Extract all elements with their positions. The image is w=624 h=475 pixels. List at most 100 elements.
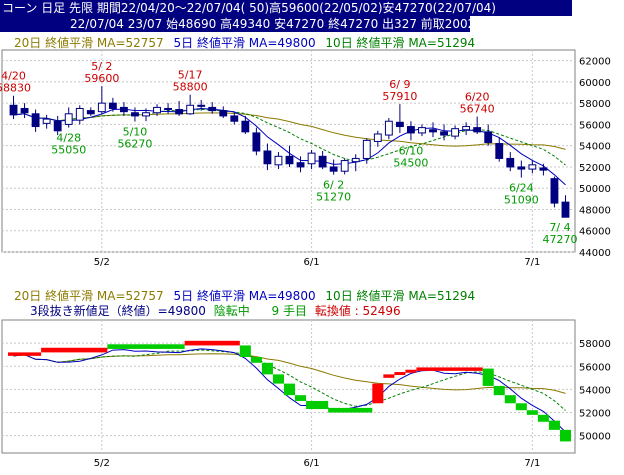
annotation-value: 58800	[173, 81, 208, 94]
renko-title: 3段抜き新値足（終値）=49800	[30, 304, 206, 318]
candle-body	[263, 150, 272, 165]
ma-legend-top: 20日 終値平滑 MA=52757 5日 終値平滑 MA=49800 10日 終…	[14, 36, 481, 50]
y-tick-label: 50000	[579, 432, 611, 443]
candle-body	[506, 157, 515, 168]
candle-body	[517, 166, 526, 170]
renko-block	[184, 340, 240, 346]
candle-body	[164, 107, 172, 111]
renko-block	[295, 395, 307, 401]
legend-ma10: 10日 終値平滑 MA=51294	[325, 289, 476, 303]
annotation-date: 4/20	[1, 70, 26, 83]
renko-block	[306, 400, 329, 410]
candle-body	[373, 133, 382, 142]
renko-count: 9 手目	[271, 304, 307, 318]
annotation-value: 47270	[543, 233, 578, 246]
candle-body	[329, 166, 338, 172]
candle-body	[451, 128, 460, 137]
renko-block	[493, 385, 505, 396]
annotation-date: 5/10	[123, 126, 148, 139]
renko-block	[107, 344, 185, 349]
renko-block	[239, 345, 251, 358]
candle-body	[230, 115, 239, 122]
y-tick-label: 58000	[579, 339, 611, 350]
annotation-value: 51090	[504, 194, 539, 207]
candle-body	[418, 127, 426, 134]
candle-body	[31, 113, 40, 128]
annotation-date: 7/ 4	[549, 221, 570, 234]
candle-body	[108, 102, 117, 109]
candle-body	[64, 113, 73, 125]
y-tick-label: 62000	[579, 57, 611, 68]
candle-body	[208, 106, 217, 112]
candle-body	[307, 152, 316, 165]
x-tick-label: 7/1	[524, 458, 540, 469]
y-tick-label: 44000	[579, 248, 611, 259]
candle-body	[9, 104, 18, 116]
candle-body	[131, 112, 139, 117]
candle-body	[528, 164, 537, 170]
legend-ma20: 20日 終値平滑 MA=52757	[14, 289, 164, 303]
chart-header-ohlc: 22/07/04 23/07 始48690 高49340 安47270 終472…	[0, 16, 475, 32]
renko-block	[537, 414, 549, 422]
annotation-date: 5/ 2	[91, 60, 112, 73]
candlestick-panel: 44000 46000 48000 50000 52000 54000 56000 58000…	[0, 49, 611, 268]
annotation-value: 54500	[393, 156, 428, 169]
candle-body	[86, 110, 95, 115]
annotation-value: 59600	[84, 72, 119, 85]
y-tick-label: 54000	[579, 142, 611, 153]
candle-body	[285, 155, 294, 165]
candle-body	[142, 112, 150, 117]
renko-block	[559, 429, 571, 442]
legend-ma5: 5日 終値平滑 MA=49800	[173, 289, 316, 303]
renko-block	[372, 383, 384, 404]
annotation-date: 6/24	[509, 182, 534, 195]
annotation-date: 6/ 9	[389, 78, 410, 91]
legend-ma5: 5日 終値平滑 MA=49800	[173, 36, 316, 50]
renko-block	[515, 403, 527, 411]
y-tick-label: 58000	[579, 99, 611, 110]
candle-body	[241, 120, 250, 133]
plot-frame	[1, 49, 576, 253]
renko-block	[328, 407, 373, 413]
candle-body	[153, 106, 161, 114]
renko-info: 3段抜き新値足（終値）=49800 陰転中 9 手目 転換値 : 52496	[30, 304, 401, 318]
y-tick-label: 52000	[579, 409, 611, 420]
series-ma20	[13, 112, 566, 150]
y-tick-label: 60000	[579, 78, 611, 89]
annotation-value: 56740	[460, 103, 495, 116]
ma-legend-bottom: 20日 終値平滑 MA=52757 5日 終値平滑 MA=49800 10日 終…	[14, 289, 481, 303]
renko-block	[250, 357, 262, 363]
y-tick-label: 52000	[579, 163, 611, 174]
renko-block	[405, 369, 417, 373]
x-tick-label: 5/2	[94, 257, 110, 268]
candle-body	[539, 167, 548, 171]
series-ma20	[13, 353, 566, 394]
candle-body	[550, 178, 559, 204]
renko-block	[482, 368, 494, 386]
candle-body	[119, 106, 128, 113]
renko-block	[504, 395, 516, 404]
legend-ma20: 20日 終値平滑 MA=52757	[14, 36, 164, 50]
chart-header-title: コーン 日足 先限 期間22/04/20～22/07/04( 50)高59600…	[0, 0, 572, 16]
renko-block	[283, 383, 296, 396]
candle-body	[318, 155, 327, 168]
candle-body	[340, 160, 349, 172]
annotation-value: 56270	[117, 138, 152, 151]
renko-block	[272, 374, 284, 384]
candle-body	[407, 126, 415, 134]
candle-body	[186, 104, 195, 115]
annotation-value: 55050	[51, 144, 86, 157]
candle-body	[429, 129, 437, 133]
candle-body	[561, 201, 570, 218]
candle-body	[75, 107, 84, 121]
candle-body	[274, 155, 283, 166]
renko-block	[394, 372, 406, 376]
series-ma5	[13, 348, 566, 433]
candle-body	[362, 139, 371, 159]
renko-conversion: 転換値 : 52496	[314, 304, 401, 318]
x-tick-label: 7/1	[524, 257, 540, 268]
candle-body	[484, 131, 493, 143]
annotation-date: 5/17	[178, 69, 203, 82]
candle-body	[197, 104, 206, 107]
candle-body	[384, 120, 393, 136]
